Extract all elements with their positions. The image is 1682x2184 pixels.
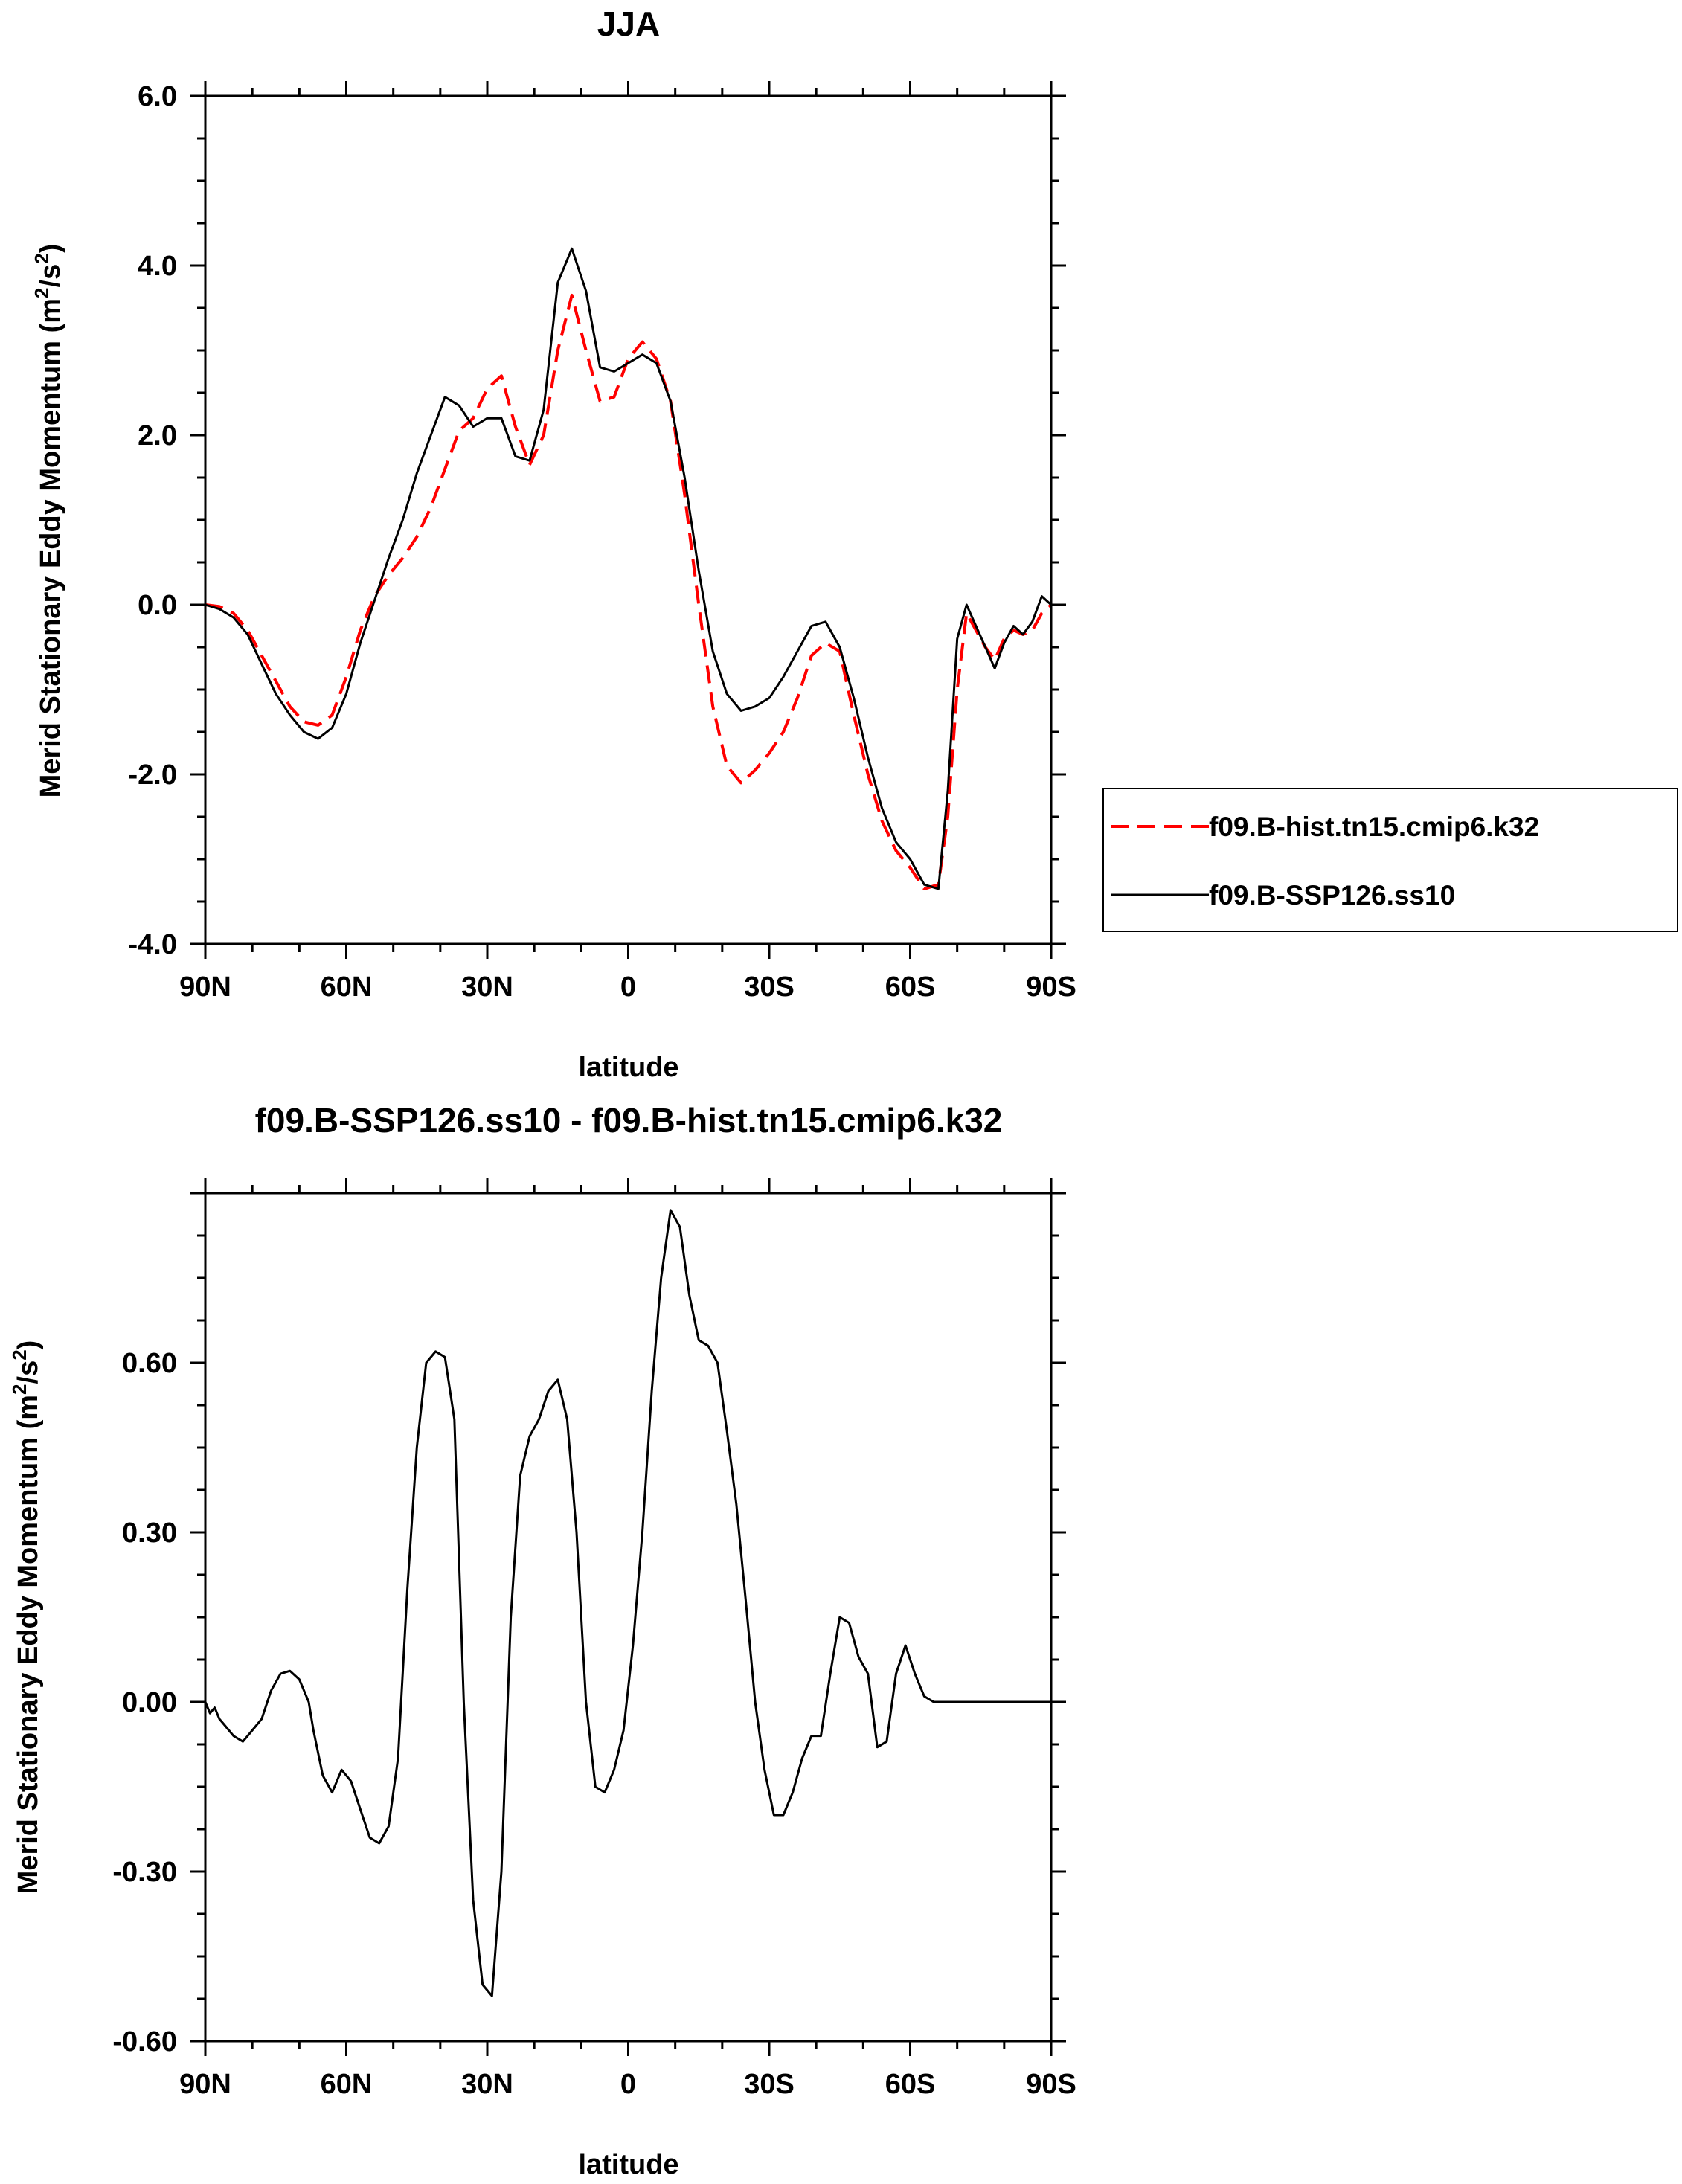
bottom-x-tick-label: 0 [620,2069,636,2100]
bottom-x-tick-label: 60N [321,2069,373,2100]
bottom-x-axis-label: latitude [578,2149,678,2180]
bottom-series-line-0 [204,1209,1051,1997]
bottom-x-tick-label: 60S [885,2069,936,2100]
top-panel: JJA 90N 60N 30N 0 30S 60S 90S -4.0 -2.0 0.0 2.0 4.0… [31,4,1678,1083]
top-x-tick-label: 60N [321,971,373,1003]
top-y-tick-label: 6.0 [138,81,177,112]
bottom-x-tick-label: 30S [744,2069,795,2100]
top-x-tick-label: 90N [179,971,231,1003]
top-series-line-1 [205,247,1053,890]
top-x-tick-label: 30S [744,971,795,1003]
top-y-tick-label: -2.0 [129,759,177,791]
bottom-y-axis-label: Merid Stationary Eddy Momentum (m2/s2) [8,1340,44,1895]
top-y-tick-label: 2.0 [138,420,177,452]
top-x-axis-label: latitude [578,1052,678,1083]
bottom-x-tick-label: 90N [179,2069,231,2100]
top-plot-frame [204,94,1053,945]
top-series-line-0 [205,293,1053,890]
top-x-tick-label: 30N [461,971,513,1003]
bottom-chart-title: f09.B-SSP126.ss10 - f09.B-hist.tn15.cmip… [255,1101,1003,1140]
bottom-y-tick-label: 0.30 [122,1517,177,1549]
legend: f09.B-hist.tn15.cmip6.k32 f09.B-SSP126.s… [1102,788,1678,932]
top-y-axis-label: Merid Stationary Eddy Momentum (m2/s2) [31,244,66,798]
bottom-plot-frame [204,1192,1053,2043]
bottom-panel: f09.B-SSP126.ss10 - f09.B-hist.tn15.cmip… [8,1101,1076,2180]
bottom-x-tick-label: 30N [461,2069,513,2100]
top-y-tick-label: 4.0 [138,251,177,282]
top-y-tick-label: 0.0 [138,590,177,621]
bottom-y-tick-label: 0.60 [122,1348,177,1379]
top-x-tick-label: 60S [885,971,936,1003]
top-y-tick-label: -4.0 [129,929,177,960]
legend-box [1102,788,1678,932]
bottom-x-tick-label: 90S [1026,2069,1076,2100]
top-x-tick-label: 0 [620,971,636,1003]
bottom-y-tick-label: -0.60 [112,2026,177,2058]
bottom-y-tick-label: -0.30 [112,1857,177,1888]
top-x-tick-label: 90S [1026,971,1076,1003]
legend-label-ssp126: f09.B-SSP126.ss10 [1209,880,1455,910]
bottom-y-tick-label: 0.00 [122,1687,177,1718]
top-chart-title: JJA [597,4,660,43]
legend-label-hist: f09.B-hist.tn15.cmip6.k32 [1209,812,1539,842]
